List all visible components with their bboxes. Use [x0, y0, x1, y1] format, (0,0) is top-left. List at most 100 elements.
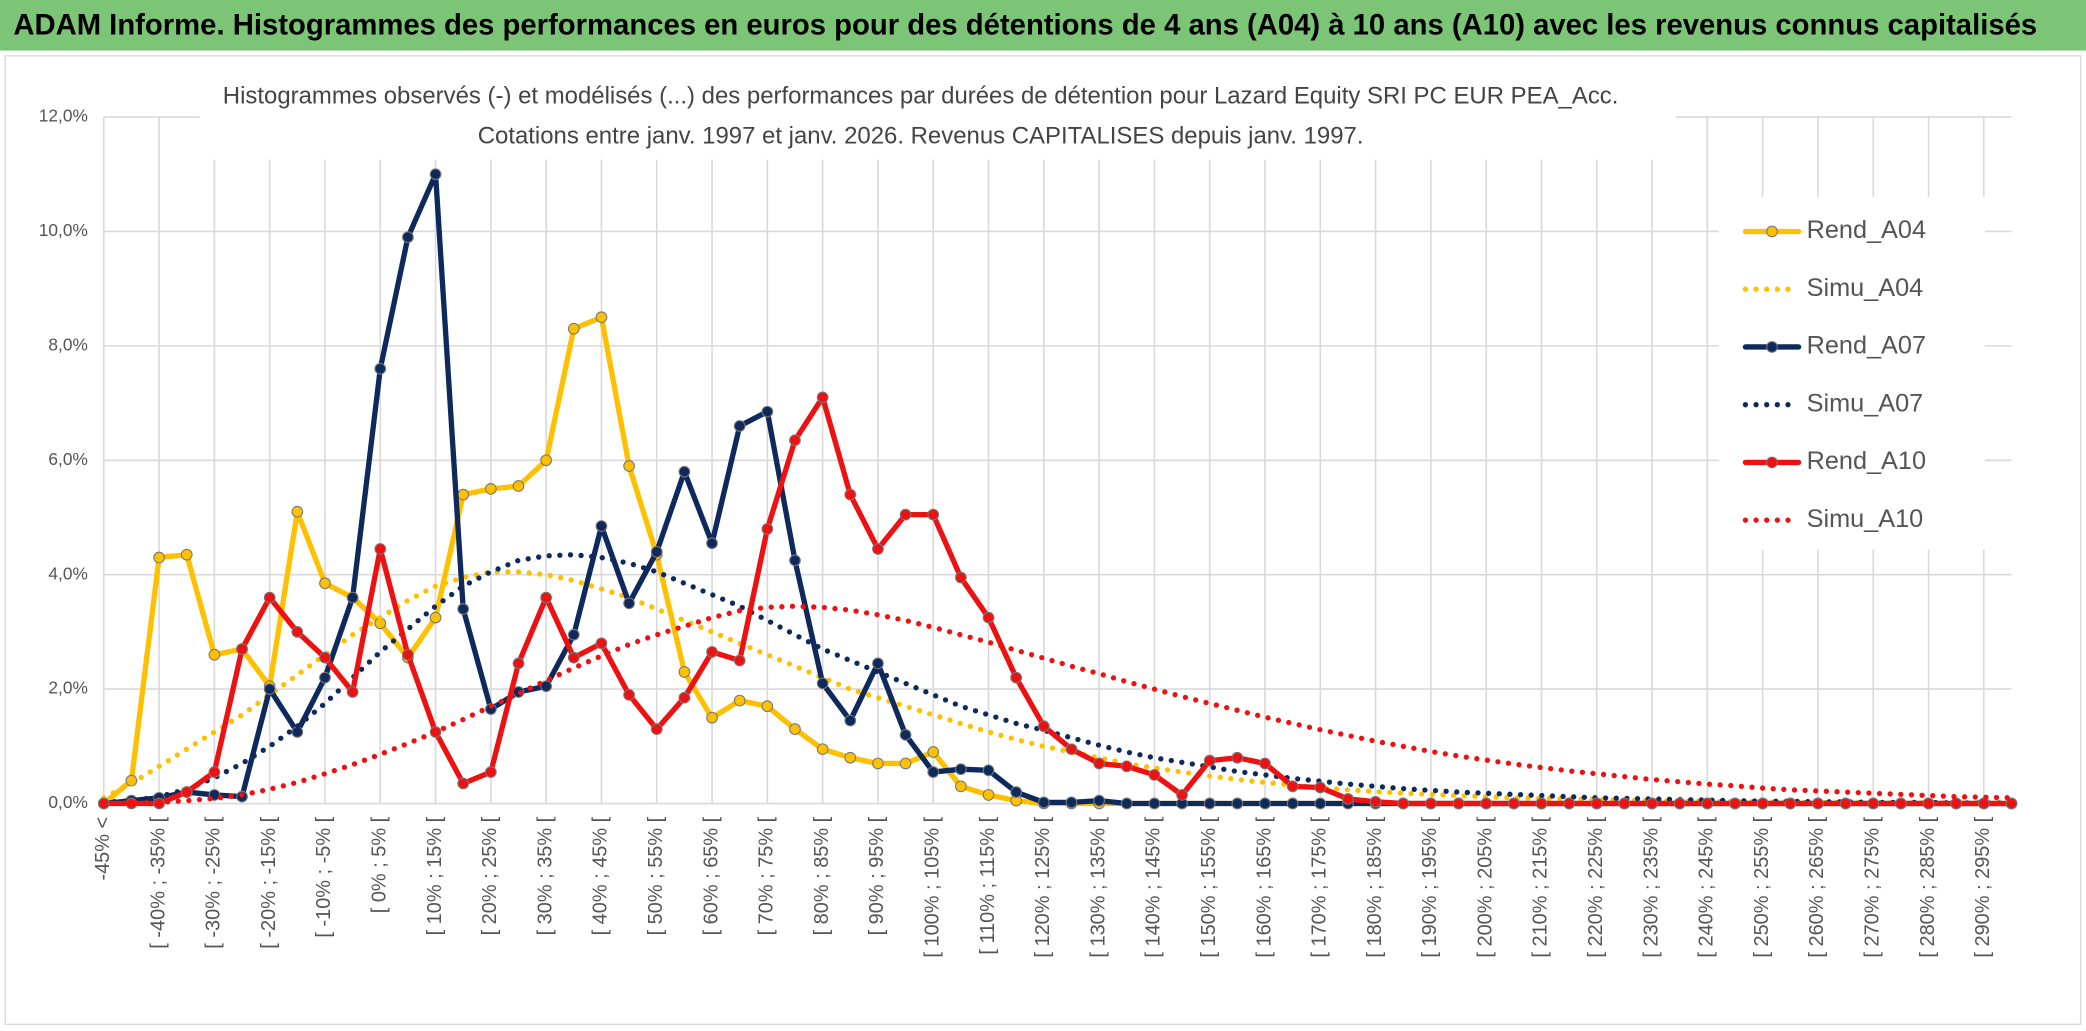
data-point [1950, 797, 1963, 810]
y-tick-label: 2,0% [48, 678, 87, 698]
series-line [101, 552, 2015, 806]
x-tick-label: [ 60% ; 65% [ [700, 816, 722, 935]
x-tick-label: [ 270% ; 275% [ [1862, 816, 1884, 957]
data-point [927, 746, 940, 758]
x-tick-label: [ 140% ; 145% [ [1143, 816, 1165, 957]
legend-marker [1766, 225, 1778, 238]
data-point [1563, 797, 1575, 810]
data-point [982, 789, 995, 801]
legend-bg [1718, 196, 1985, 550]
data-point [1867, 797, 1880, 810]
data-point [872, 543, 884, 555]
data-point [706, 537, 718, 550]
data-point [1895, 797, 1907, 810]
data-point [1425, 797, 1437, 810]
data-point [1286, 780, 1299, 793]
data-point [1673, 797, 1686, 810]
data-point [1507, 797, 1520, 810]
data-point [1839, 797, 1852, 810]
legend-label: Simu_A07 [1807, 389, 1924, 417]
data-point [1701, 797, 1714, 810]
data-point [1148, 797, 1161, 810]
data-point [1342, 793, 1354, 805]
data-point [1093, 757, 1105, 770]
y-tick-label: 0,0% [48, 792, 87, 812]
data-point [567, 322, 580, 335]
data-point [1203, 797, 1216, 810]
data-point [2005, 797, 2018, 810]
data-point [1784, 797, 1797, 810]
data-point [319, 671, 331, 684]
data-point [706, 646, 718, 658]
x-tick-label: [ 210% ; 215% [ [1530, 816, 1552, 957]
x-tick-label: -45% < [92, 817, 114, 881]
x-tick-label: [ -30% ; -25% [ [203, 816, 225, 948]
x-tick-label: [ 170% ; 175% [ [1309, 816, 1331, 957]
x-tick-label: [ 200% ; 205% [ [1474, 816, 1496, 957]
x-tick-label: [ 150% ; 155% [ [1198, 816, 1220, 957]
x-tick-label: [ -40% ; -35% [ [147, 816, 169, 948]
data-point [733, 420, 746, 432]
data-point [789, 434, 801, 447]
data-point [844, 488, 857, 501]
data-point [291, 626, 304, 638]
data-point [927, 766, 940, 778]
data-point [595, 520, 608, 532]
data-point [955, 763, 967, 776]
data-point [955, 780, 967, 793]
legend-label: Rend_A04 [1807, 216, 1926, 244]
data-point [485, 483, 497, 495]
data-point [678, 465, 691, 478]
y-tick-label: 6,0% [48, 449, 87, 469]
data-point [623, 597, 635, 610]
data-point [789, 554, 801, 567]
chart-title: Histogrammes observés (-) et modélisés (… [223, 82, 1619, 109]
data-point [1369, 795, 1382, 808]
data-point [457, 777, 470, 790]
data-point [816, 677, 829, 690]
data-point [236, 643, 248, 655]
data-point [512, 657, 525, 670]
series-line [101, 603, 2015, 807]
data-point [512, 480, 525, 492]
data-point [208, 648, 221, 661]
data-point [678, 666, 691, 678]
x-tick-label: [ 260% ; 265% [ [1806, 816, 1828, 957]
data-point [1065, 796, 1078, 809]
legend-marker [1766, 341, 1778, 353]
data-point [706, 711, 718, 724]
frame [4, 55, 2082, 1026]
x-tick-label: [ 80% ; 85% [ [811, 816, 833, 935]
data-point [1259, 757, 1271, 770]
x-tick-label: [ 20% ; 25% [ [479, 816, 501, 935]
data-point [1756, 797, 1769, 810]
data-point [540, 454, 553, 467]
data-point [402, 231, 414, 244]
series-line [101, 394, 2015, 807]
data-point [872, 757, 884, 770]
data-point [1977, 797, 1990, 810]
data-point [485, 766, 497, 778]
data-point [595, 637, 608, 650]
data-point [1176, 789, 1188, 801]
x-tick-label: [ 100% ; 105% [ [921, 816, 943, 957]
x-tick-label: [ 70% ; 75% [ [756, 816, 778, 935]
data-point [540, 680, 553, 693]
data-point [761, 700, 774, 713]
data-point [374, 543, 387, 555]
data-point [153, 551, 165, 564]
data-point [955, 571, 967, 584]
data-point [457, 603, 470, 615]
legend-marker [1766, 456, 1778, 469]
data-point [567, 628, 580, 641]
legend-label: Rend_A10 [1807, 447, 1926, 475]
data-point [180, 548, 193, 561]
data-point [650, 723, 663, 736]
data-point [872, 657, 884, 670]
y-tick-label: 10,0% [39, 220, 88, 240]
data-point [346, 591, 359, 604]
x-tick-label: [ 290% ; 295% [ [1972, 816, 1994, 957]
data-point [1922, 797, 1935, 810]
data-point [1314, 781, 1327, 794]
data-point [844, 714, 857, 727]
